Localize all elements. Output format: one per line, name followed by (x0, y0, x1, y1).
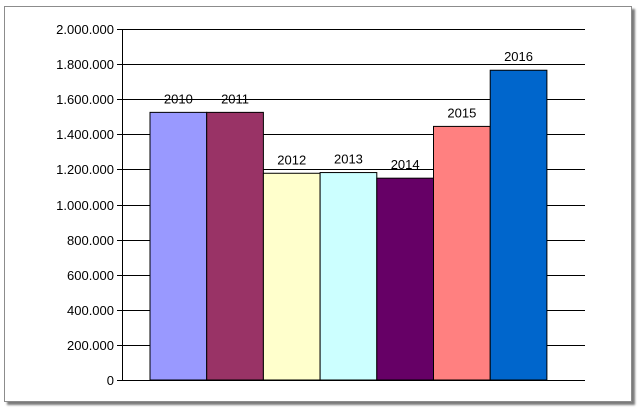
y-tick-label: 1.400.000 (56, 127, 114, 142)
y-tick-label: 600.000 (67, 268, 114, 283)
bar-2010 (149, 111, 208, 381)
bar-label-2015: 2015 (447, 105, 476, 120)
bar-2015 (433, 125, 491, 381)
bar-label-2013: 2013 (334, 152, 363, 167)
y-tick-label: 2.000.000 (56, 22, 114, 37)
y-axis-tick-labels: 0 200.000 400.000 600.000 800.000 1.000.000 1.… (56, 22, 114, 388)
bar-label-2016: 2016 (504, 49, 533, 64)
bar-2011 (206, 111, 264, 381)
bar-2012 (262, 172, 321, 381)
bar-2016 (489, 69, 548, 381)
bar-label-2014: 2014 (391, 157, 420, 172)
bar-label-2011: 2011 (221, 91, 249, 106)
bars (149, 69, 548, 381)
y-tick-label: 0 (107, 373, 114, 388)
y-tick-label: 1.000.000 (56, 198, 114, 213)
y-tick-label: 1.800.000 (56, 57, 114, 72)
y-tick-label: 200.000 (67, 338, 114, 353)
y-tick-label: 800.000 (67, 233, 114, 248)
y-tick-label: 1.200.000 (56, 162, 114, 177)
y-tick-label: 400.000 (67, 303, 114, 318)
y-tick-label: 1.600.000 (56, 92, 114, 107)
bar-label-2012: 2012 (277, 152, 306, 167)
data-labels: 2010 2011 2012 2013 2014 2015 2016 (164, 49, 533, 172)
bar-2014 (376, 177, 434, 381)
bar-2013 (319, 172, 378, 381)
bar-label-2010: 2010 (164, 91, 193, 106)
